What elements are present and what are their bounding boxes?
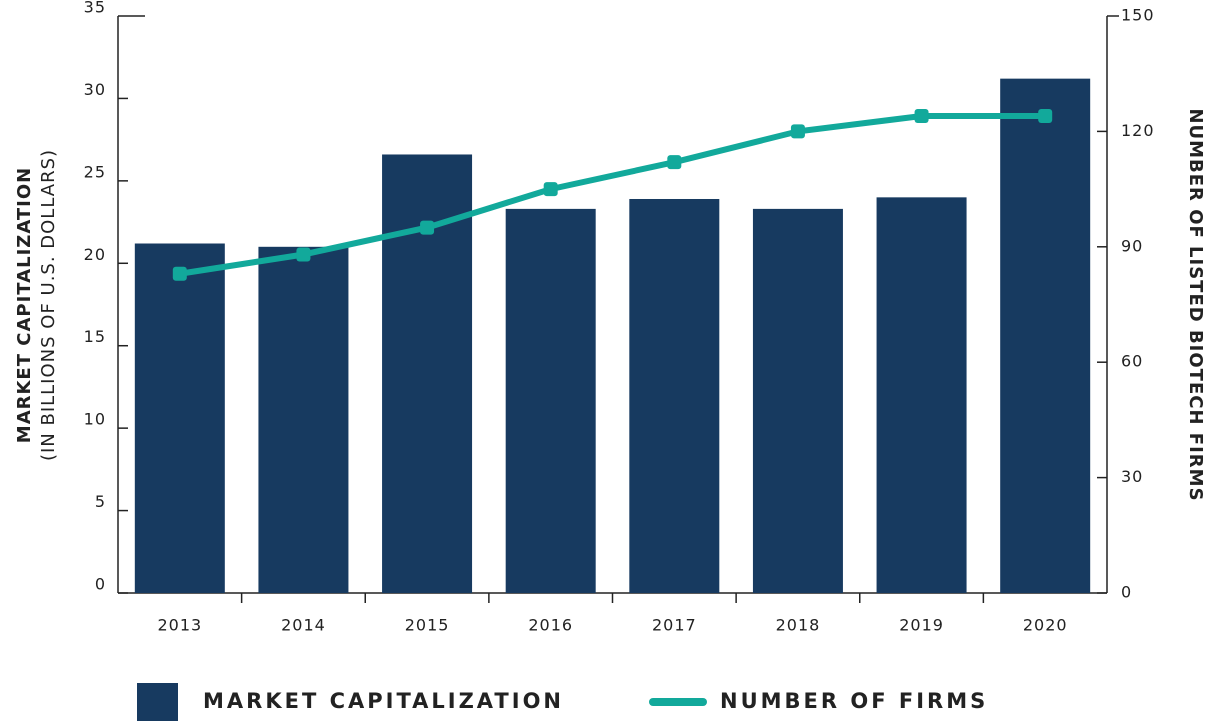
marker — [172, 266, 187, 281]
legend-swatch — [137, 683, 178, 721]
y-tick-label: 20 — [84, 245, 106, 264]
y-tick-label: 10 — [84, 410, 106, 429]
y2-axis-label: NUMBER OF LISTED BIOTECH FIRMS — [1185, 108, 1206, 501]
legend-label: NUMBER OF FIRMS — [720, 689, 988, 713]
bar — [752, 208, 843, 593]
bar — [505, 208, 596, 593]
marker — [790, 124, 805, 139]
y-axis-label: MARKET CAPITALIZATION — [14, 167, 35, 443]
y-tick-label: 0 — [95, 575, 106, 594]
legend-label: MARKET CAPITALIZATION — [203, 689, 564, 713]
marker — [914, 109, 929, 124]
y2-tick-label: 60 — [1121, 352, 1143, 371]
y2-tick-label: 30 — [1121, 467, 1143, 486]
x-tick-label: 2018 — [776, 616, 821, 635]
marker — [296, 247, 311, 262]
bar — [134, 243, 225, 593]
bar — [629, 198, 720, 593]
x-tick-label: 2016 — [528, 616, 573, 635]
y-tick-label: 5 — [95, 492, 106, 511]
x-tick-label: 2019 — [899, 616, 944, 635]
line — [179, 113, 1046, 277]
marker — [543, 182, 558, 197]
x-tick-label: 2017 — [652, 616, 697, 635]
y2-tick-label: 150 — [1121, 6, 1155, 25]
y-tick-label: 25 — [84, 162, 106, 181]
x-tick-label: 2013 — [157, 616, 202, 635]
y-tick-label: 35 — [84, 0, 106, 17]
x-tick-label: 2015 — [405, 616, 450, 635]
x-tick-label: 2014 — [281, 616, 326, 635]
y-axis-sublabel: (IN BILLIONS OF U.S. DOLLARS) — [38, 149, 59, 461]
marker — [420, 220, 435, 235]
marker — [1038, 109, 1053, 124]
bar — [1000, 78, 1091, 594]
y-tick-label: 15 — [84, 327, 106, 346]
y2-tick-label: 120 — [1121, 121, 1155, 140]
y2-tick-label: 0 — [1121, 583, 1132, 602]
y2-tick-label: 90 — [1121, 236, 1143, 255]
bar — [876, 197, 967, 594]
x-tick-label: 2020 — [1023, 616, 1068, 635]
bar — [258, 246, 349, 594]
marker — [667, 155, 682, 170]
y-tick-label: 30 — [84, 80, 106, 99]
